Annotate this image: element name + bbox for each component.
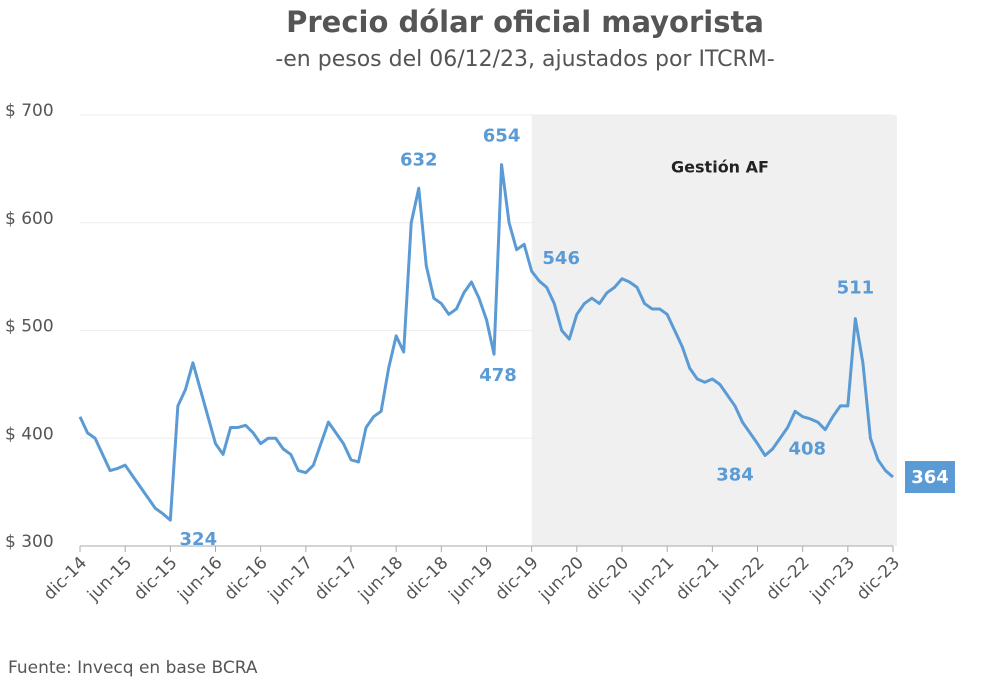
x-tick-label: jun-16: [174, 553, 227, 606]
value-label: 364: [911, 467, 949, 488]
x-tick-label: dic-20: [582, 553, 633, 604]
x-tick-label: dic-14: [40, 553, 91, 604]
x-tick-label: dic-23: [853, 553, 904, 604]
value-label: 546: [542, 248, 580, 269]
line: [78, 163, 894, 522]
y-tick-label: $ 400: [5, 424, 54, 444]
y-tick-label: $ 500: [5, 317, 54, 337]
x-tick-label: dic-18: [401, 553, 452, 604]
chart-subtitle: -en pesos del 06/12/23, ajustados por IT…: [275, 47, 774, 72]
x-tick-label: jun-23: [806, 553, 859, 606]
x-tick-label: dic-19: [491, 553, 542, 604]
value-label: 324: [180, 529, 218, 550]
y-tick-label: $ 700: [5, 101, 54, 121]
x-tick-label: jun-19: [445, 553, 498, 606]
chart-title: Precio dólar oficial mayorista: [286, 5, 764, 39]
x-tick-label: jun-20: [535, 553, 588, 606]
y-tick-label: $ 300: [5, 532, 54, 552]
value-label: 511: [837, 278, 875, 299]
value-label: 384: [716, 464, 754, 485]
x-tick-label: jun-17: [264, 553, 317, 606]
x-tick-label: jun-22: [716, 553, 769, 606]
x-tick-label: dic-17: [311, 553, 362, 604]
x-tick-label: dic-15: [130, 553, 181, 604]
region-label: Gestión AF: [671, 158, 769, 177]
x-tick-label: dic-22: [762, 553, 813, 604]
x-tick-label: jun-21: [625, 553, 678, 606]
source: Fuente: Invecq en base BCRA: [8, 658, 258, 678]
value-label: 654: [483, 126, 521, 147]
value-box: [905, 461, 955, 494]
x-tick-label: jun-15: [83, 553, 136, 606]
value-label: 408: [788, 439, 826, 460]
x-tick-label: dic-21: [672, 553, 723, 604]
value-label: 478: [479, 365, 517, 386]
value-label: 632: [400, 149, 438, 170]
x-tick-label: jun-18: [354, 553, 407, 606]
y-tick-label: $ 600: [5, 209, 54, 229]
x-tick-label: dic-16: [220, 553, 271, 604]
